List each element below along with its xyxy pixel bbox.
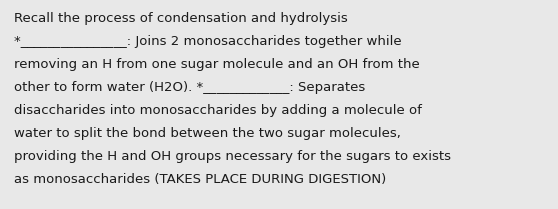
Text: removing an H from one sugar molecule and an OH from the: removing an H from one sugar molecule an… [14, 58, 420, 71]
Text: Recall the process of condensation and hydrolysis: Recall the process of condensation and h… [14, 12, 348, 25]
Text: *________________: Joins 2 monosaccharides together while: *________________: Joins 2 monosaccharid… [14, 35, 402, 48]
Text: other to form water (H2O). *_____________: Separates: other to form water (H2O). *____________… [14, 81, 365, 94]
Text: water to split the bond between the two sugar molecules,: water to split the bond between the two … [14, 127, 401, 140]
Text: providing the H and OH groups necessary for the sugars to exists: providing the H and OH groups necessary … [14, 150, 451, 163]
Text: as monosaccharides (TAKES PLACE DURING DIGESTION): as monosaccharides (TAKES PLACE DURING D… [14, 173, 386, 186]
Text: disaccharides into monosaccharides by adding a molecule of: disaccharides into monosaccharides by ad… [14, 104, 422, 117]
